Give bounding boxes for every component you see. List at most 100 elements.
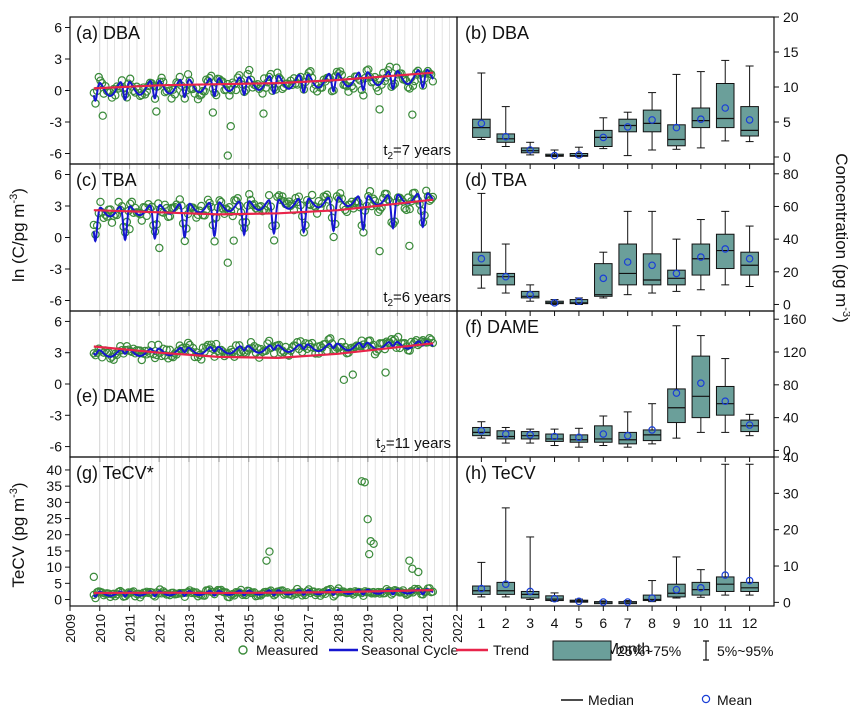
- iqr-box: [496, 133, 516, 143]
- mean-marker: [526, 431, 534, 439]
- mean-marker: [745, 254, 754, 263]
- box-month-8: [642, 210, 662, 294]
- x-tick-label: 9: [673, 615, 681, 631]
- box-month-2: [496, 243, 516, 294]
- measured-point: [183, 338, 193, 348]
- measured-point: [223, 151, 232, 160]
- panel-frame: [456, 456, 775, 607]
- measured-point: [408, 110, 417, 119]
- iqr-box: [642, 253, 662, 286]
- iqr-box: [715, 385, 735, 416]
- iqr-box: [594, 425, 613, 443]
- box-month-5: [569, 597, 589, 606]
- left-axis-label-ln: ln (C/pg m-3): [8, 188, 28, 282]
- mean-marker: [550, 432, 559, 441]
- mean-marker: [672, 269, 681, 278]
- measured-point: [205, 73, 214, 83]
- measured-point: [289, 205, 299, 215]
- box-panel-1: 0 20 40 60 80 (d) TBA: [456, 163, 799, 316]
- box-month-5: [569, 146, 589, 159]
- measured-point: [334, 194, 343, 203]
- measured-point: [259, 109, 268, 118]
- legend-box-label: 25%~75%: [617, 643, 681, 659]
- mean-marker: [550, 151, 559, 160]
- box-month-8: [642, 92, 662, 151]
- y-tick-label: 20: [46, 527, 62, 543]
- box-month-7: [618, 411, 637, 448]
- x-tick-label: 2017: [301, 614, 316, 643]
- panel-annotation: t2=7 years: [383, 142, 451, 162]
- panel-title: (f) DAME: [465, 317, 539, 337]
- mean-marker: [501, 430, 510, 438]
- x-tick-label: 12: [742, 615, 758, 631]
- measured-point: [228, 347, 237, 357]
- box-month-11: [715, 463, 735, 596]
- x-tick-label: 2022: [450, 614, 465, 643]
- measured-point: [152, 107, 161, 116]
- measured-point: [360, 478, 369, 487]
- measured-point: [175, 195, 185, 204]
- x-tick-label: 2020: [390, 614, 405, 643]
- mean-marker: [623, 258, 632, 266]
- legend-measured-marker: [238, 645, 248, 655]
- y-tick-label: 0: [783, 296, 791, 312]
- mean-marker: [599, 133, 608, 142]
- y-tick-label: 160: [783, 311, 807, 327]
- x-tick-label: 2013: [182, 614, 197, 643]
- measured-point: [205, 198, 214, 208]
- measured-point: [365, 187, 375, 196]
- box-month-9: [667, 556, 686, 599]
- measured-point: [245, 190, 254, 199]
- iqr-box: [618, 431, 637, 445]
- iqr-box: [740, 581, 759, 592]
- x-tick-label: 8: [648, 615, 656, 631]
- measured-point: [228, 211, 237, 221]
- measured-point: [89, 572, 99, 582]
- box-month-4: [545, 592, 564, 603]
- box-month-6: [594, 415, 613, 447]
- mean-marker: [697, 115, 705, 124]
- y-tick-label: 10: [46, 559, 62, 575]
- box-month-5: [569, 427, 589, 448]
- measured-point: [388, 336, 398, 346]
- box-month-12: [740, 225, 759, 287]
- x-tick-label: 6: [599, 615, 607, 631]
- mean-marker: [745, 421, 754, 429]
- measured-point: [339, 375, 349, 385]
- iqr-box: [667, 269, 686, 286]
- measured-point: [359, 91, 368, 100]
- box-month-9: [667, 73, 686, 150]
- mean-marker: [697, 253, 705, 261]
- y-tick-label: -6: [50, 293, 63, 309]
- mean-marker: [672, 123, 681, 132]
- mean-marker: [550, 299, 559, 307]
- mean-marker: [477, 584, 486, 593]
- x-tick-label: 3: [526, 615, 534, 631]
- mean-marker: [599, 430, 608, 438]
- x-tick-label: 2009: [63, 614, 78, 643]
- y-tick-label: 10: [783, 79, 799, 95]
- x-tick-label: 2019: [361, 614, 376, 643]
- y-tick-label: -3: [50, 114, 63, 130]
- y-tick-label: 40: [783, 410, 799, 426]
- y-tick-label: 0: [783, 442, 791, 458]
- legend: Measured Seasonal Cycle Trend 25%~75% 5%…: [238, 640, 773, 707]
- x-tick-label: 10: [693, 615, 709, 631]
- measured-point: [96, 197, 105, 207]
- measured-point: [336, 189, 345, 198]
- panel-title: (a) DBA: [76, 23, 140, 43]
- measured-point: [393, 332, 403, 342]
- box-month-3: [520, 428, 540, 444]
- measured-point: [226, 121, 235, 131]
- box-month-9: [667, 238, 686, 292]
- iqr-box: [545, 433, 564, 442]
- measured-point: [223, 258, 232, 267]
- mean-marker: [526, 587, 534, 596]
- iqr-box: [715, 233, 735, 270]
- measured-point: [98, 111, 107, 120]
- box-month-8: [642, 580, 662, 603]
- box-panel-0: 0 5 10 15 20 (b) DBA: [456, 9, 799, 169]
- y-tick-label: 3: [54, 198, 62, 214]
